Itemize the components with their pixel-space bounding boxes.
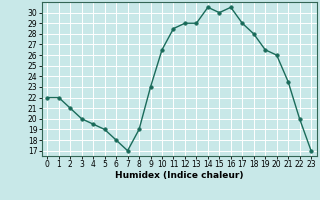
X-axis label: Humidex (Indice chaleur): Humidex (Indice chaleur) xyxy=(115,171,244,180)
